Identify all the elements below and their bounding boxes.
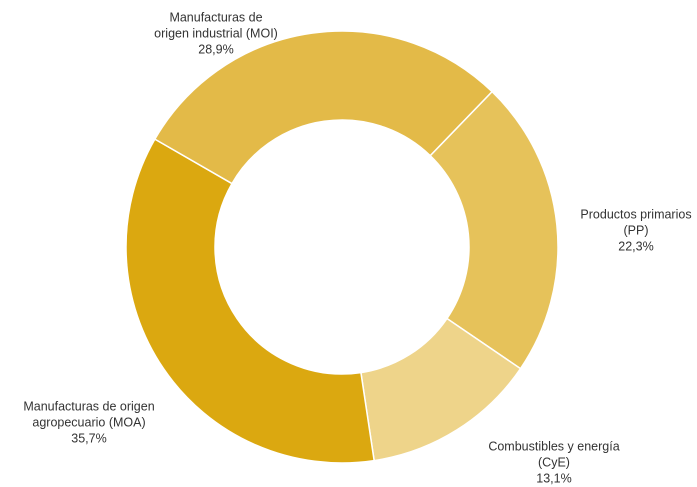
donut-segment [429, 90, 559, 370]
value-label: 28,9% [198, 42, 233, 56]
segment-label: Productos primarios [580, 207, 691, 221]
segment-label: (CyE) [538, 455, 570, 469]
segment-label: Manufacturas de origen [23, 399, 154, 413]
value-label: 22,3% [618, 239, 653, 253]
donut-segment [153, 30, 494, 185]
value-label: 35,7% [71, 431, 106, 445]
donut-segment [125, 138, 376, 464]
segment-label: origen industrial (MOI) [154, 26, 278, 40]
segment-label: Combustibles y energía [488, 439, 619, 453]
segment-label: agropecuario (MOA) [32, 415, 145, 429]
value-label: 13,1% [536, 471, 571, 485]
segment-label: (PP) [624, 223, 649, 237]
segment-label: Manufacturas de [169, 10, 262, 24]
